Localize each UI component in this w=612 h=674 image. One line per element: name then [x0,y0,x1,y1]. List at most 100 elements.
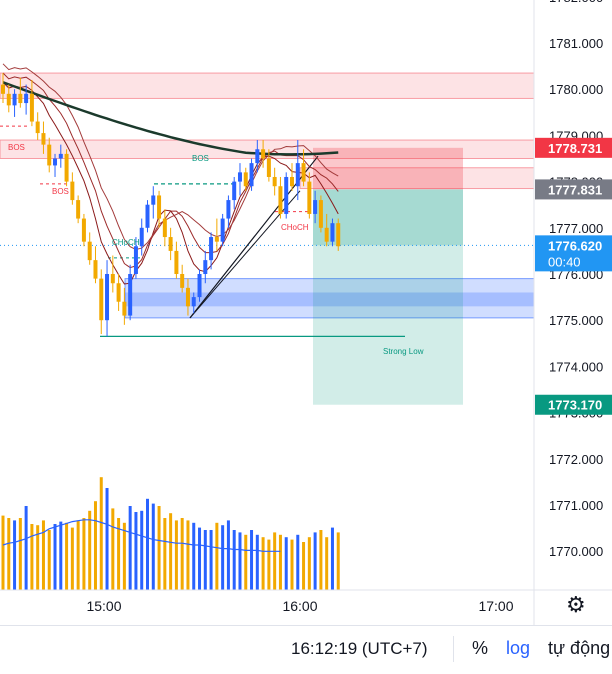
volume-bar [163,518,167,590]
ema-line [2,63,339,251]
profit-area [313,245,463,405]
annotations: BOS BOS CHoCH BOS CHoCH Strong Low [8,143,424,356]
current-price-tag [535,235,612,272]
candle-body [81,218,86,242]
time-tick-label: 17:00 [478,598,513,614]
candle-body [330,223,335,242]
volume-bar [59,521,63,590]
candle-body [6,93,11,106]
candle-body [185,287,190,307]
volume-bar [313,532,317,590]
volume-bar [105,488,109,590]
candle-body [64,153,69,182]
candle-body [99,278,104,321]
candle-body [214,237,219,242]
price-tick-label: 1775.000 [549,313,603,328]
volume-bar [128,506,132,590]
candle-body [197,274,202,298]
volume-bar [53,524,57,590]
candle-body [133,246,138,274]
volume-bar [192,522,196,590]
volume-bar [180,518,184,590]
candle-body [145,204,150,228]
demand-zone-core [125,292,534,307]
percent-scale-button[interactable]: % [472,638,489,658]
stop-loss-price-tag [535,137,612,158]
candle-body [243,172,248,187]
price-tick-label: 1770.000 [549,544,603,559]
volume-bar [238,532,242,590]
price-tick-label: 1780.000 [549,82,603,97]
candle-body [307,181,312,214]
log-scale-button[interactable]: log [506,638,531,658]
volume-bar [284,537,288,590]
candle-body [284,176,289,214]
candle-body [70,181,75,201]
volume-bar [186,520,190,590]
price-chart[interactable]: BOS BOS CHoCH BOS CHoCH Strong Low 1782.000 17… [0,0,612,625]
volume-bar [111,508,115,590]
candle-body [295,163,300,187]
candle-body [191,297,196,307]
volume-bar [41,520,45,590]
candle-body [174,250,179,274]
volume-bar [122,522,126,590]
candle-body [29,93,34,122]
candle-body [110,274,115,284]
volume-bar [36,525,40,590]
candle-body [18,93,23,104]
volume-bar [244,534,248,590]
volume-bar [134,512,138,590]
candle-body [203,260,208,274]
stop-loss-area [313,147,463,190]
candle-body [162,218,167,238]
candle-body [76,200,81,219]
annotation-label: Strong Low [383,347,424,356]
volume-bar [290,539,294,590]
candle-body [180,274,185,288]
entry-price-text: 1777.831 [548,182,602,197]
annotation-label: CHoCH [112,238,140,247]
price-tick-label: 1771.000 [549,498,603,513]
candle-body [290,176,294,187]
candle-body [157,195,162,219]
short-position-tool[interactable] [313,147,463,405]
gear-icon[interactable]: ⚙ [566,592,586,617]
volume-bar [319,530,323,590]
volume-bar [70,527,74,590]
profit-filled-area [313,189,463,246]
volume-bar [99,477,103,590]
volume-bar [209,530,213,590]
volume-bar [215,522,219,590]
auto-scale-button[interactable]: tự động [548,638,611,658]
volume-bar [146,498,149,590]
candle-body [58,153,63,159]
candle-body [122,301,127,316]
stop-loss-price-text: 1778.731 [548,141,602,156]
candle-body [12,93,17,106]
candle-body [47,144,52,166]
price-tick-label: 1774.000 [549,359,603,374]
candle-body [232,181,237,201]
volume-bar [93,501,97,590]
candle-body [24,93,29,104]
candle-body [272,176,277,187]
volume-bar [1,515,5,590]
volume-bar [198,527,202,590]
volume-bar [226,520,230,590]
volume-bar [174,520,178,590]
candle-body [53,158,58,166]
volume-bar [24,506,28,590]
countdown-text: 00:40 [548,254,581,269]
candle-body [261,149,266,159]
candle-body [249,163,254,187]
volume-bar [76,520,80,590]
current-price-text: 1776.620 [548,238,602,253]
candle-body [318,200,323,228]
volume-bar [255,534,259,590]
candle-body [41,133,46,145]
time-axis: 15:00 16:00 17:00 [0,589,612,614]
volume-bar [278,534,282,590]
volume-bar [221,525,225,590]
candle-body [209,237,214,261]
